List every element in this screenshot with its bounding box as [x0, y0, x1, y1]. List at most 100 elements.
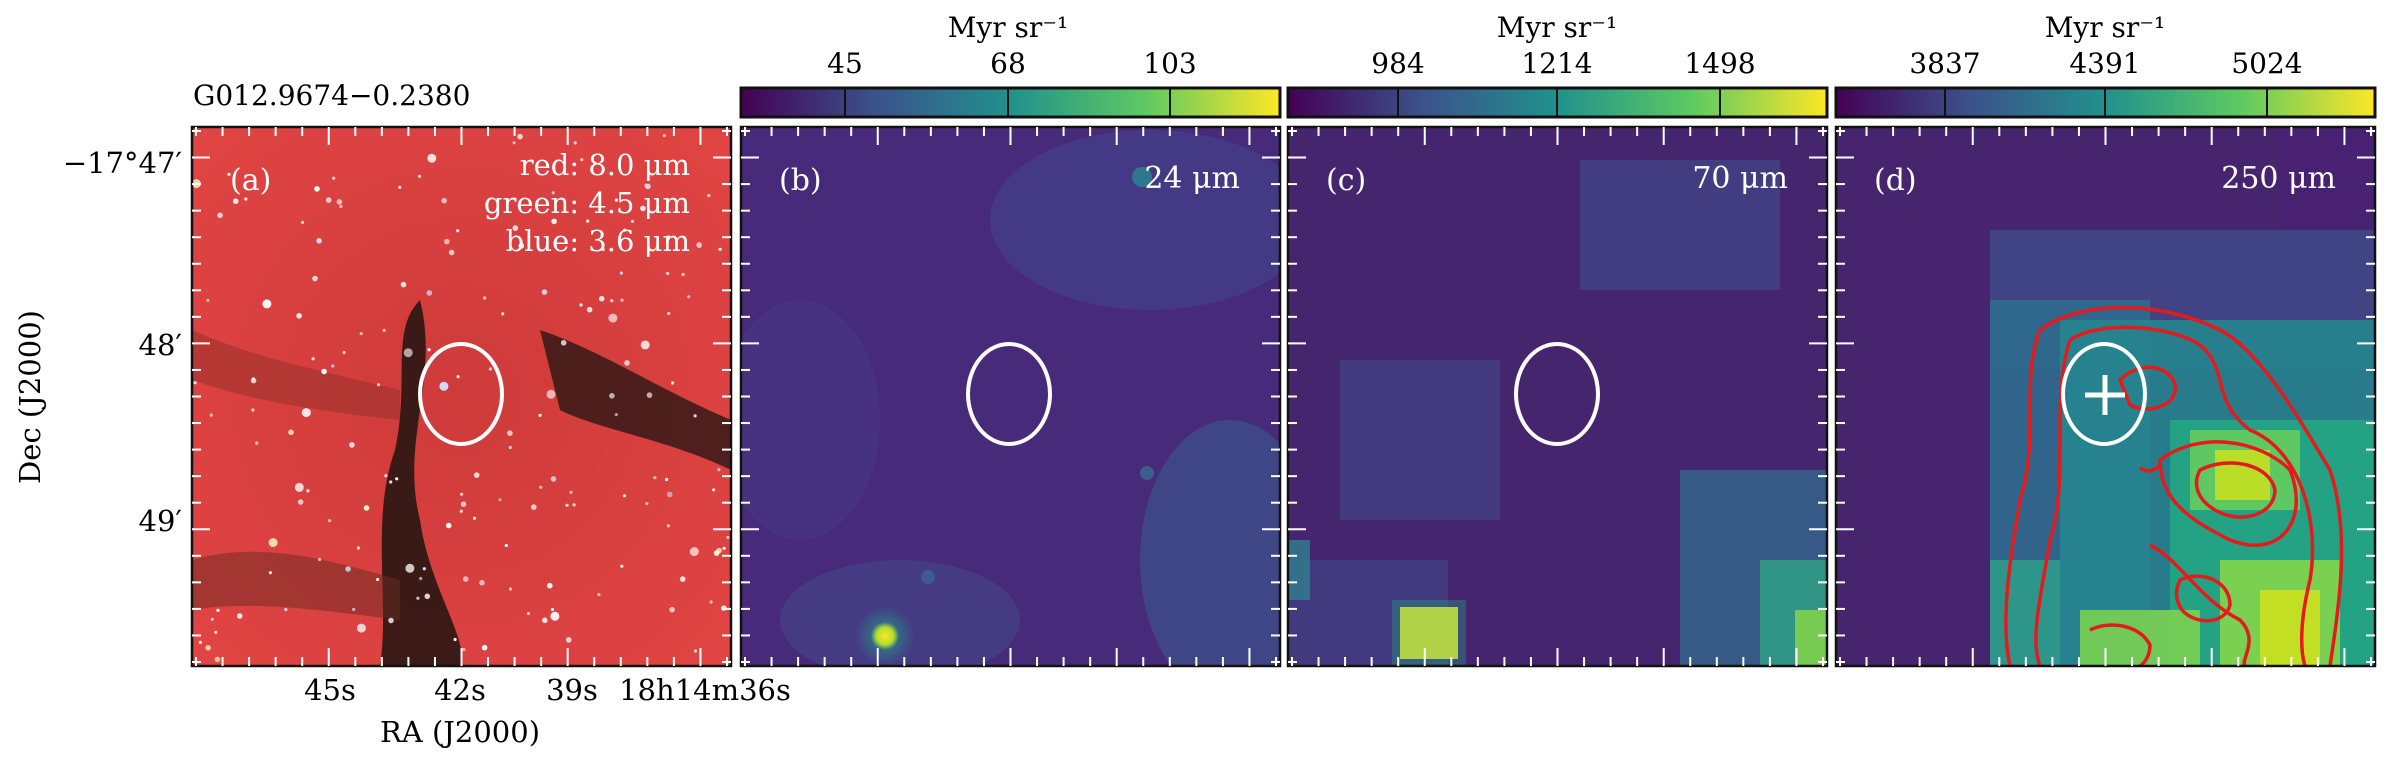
- colorbar-c-tick: 984: [1371, 47, 1424, 80]
- legend-blue: blue: 3.6 μm: [506, 224, 690, 258]
- star: [565, 503, 569, 507]
- colorbar-d-tick: 4391: [2069, 47, 2140, 80]
- panel-d-label: (d): [1874, 163, 1917, 198]
- colorbar-c-tick: 1214: [1521, 47, 1592, 80]
- star: [426, 290, 433, 296]
- panel-b-wavelength: 24 μm: [1144, 161, 1240, 196]
- star: [481, 644, 488, 651]
- star: [205, 645, 211, 651]
- ellipse-a: [418, 342, 504, 446]
- star: [696, 242, 702, 248]
- star: [512, 141, 516, 145]
- star: [526, 611, 531, 616]
- star: [214, 656, 221, 663]
- star: [546, 389, 556, 399]
- colorbar-d-tick: 3837: [1909, 47, 1980, 80]
- colorbar-c: [1286, 86, 1829, 119]
- star: [318, 557, 322, 562]
- star: [614, 198, 619, 202]
- star: [707, 194, 711, 198]
- star: [288, 429, 294, 436]
- colorbar-d-unit: Myr sr⁻¹: [2045, 11, 2166, 44]
- star: [666, 524, 671, 528]
- star: [501, 312, 505, 316]
- star: [645, 502, 649, 506]
- colorbar-b: [739, 86, 1282, 119]
- star: [405, 563, 415, 573]
- legend-green: green: 4.5 μm: [484, 186, 690, 220]
- star: [619, 271, 624, 275]
- star: [316, 238, 322, 244]
- star: [311, 357, 315, 361]
- panel-c: [1288, 127, 1827, 666]
- star: [389, 480, 393, 484]
- star: [712, 488, 716, 492]
- star: [395, 477, 399, 481]
- star: [667, 311, 671, 316]
- star: [251, 377, 255, 381]
- star: [349, 442, 355, 448]
- star: [508, 445, 512, 450]
- star: [479, 579, 485, 586]
- star: [300, 220, 305, 224]
- star: [508, 587, 513, 591]
- star: [640, 340, 650, 350]
- star: [569, 490, 573, 494]
- star: [419, 576, 423, 581]
- star: [541, 289, 548, 295]
- star: [193, 381, 197, 385]
- panel-b: [741, 127, 1280, 666]
- ellipse-d: [2061, 342, 2147, 446]
- star: [472, 516, 477, 520]
- star: [460, 501, 467, 508]
- star: [331, 364, 335, 368]
- star: [453, 637, 457, 642]
- star: [356, 623, 366, 633]
- star: [459, 509, 463, 513]
- star: [382, 328, 386, 332]
- star: [580, 158, 584, 162]
- star: [388, 617, 394, 624]
- star: [227, 172, 231, 176]
- star: [422, 567, 426, 571]
- star: [518, 243, 525, 249]
- star: [662, 134, 667, 138]
- star: [376, 383, 381, 387]
- star: [210, 617, 214, 621]
- star: [321, 368, 327, 375]
- star: [439, 381, 449, 391]
- panel-d-wavelength: 250 μm: [2221, 161, 2336, 196]
- star: [345, 566, 351, 572]
- star: [620, 564, 624, 568]
- star: [232, 198, 239, 204]
- star: [268, 571, 272, 575]
- star: [601, 248, 605, 252]
- star: [214, 630, 218, 634]
- star: [579, 303, 583, 307]
- star: [363, 505, 370, 511]
- star: [398, 185, 402, 189]
- star: [565, 637, 572, 643]
- star: [498, 498, 502, 502]
- colorbar-c-unit: Myr sr⁻¹: [1497, 11, 1618, 44]
- star: [198, 640, 202, 644]
- star: [339, 204, 343, 209]
- star: [693, 414, 697, 418]
- star: [296, 313, 302, 319]
- star: [301, 408, 311, 418]
- star: [462, 576, 469, 582]
- star: [573, 141, 577, 145]
- legend-red: red: 8.0 μm: [520, 148, 690, 182]
- star: [255, 441, 259, 445]
- star: [462, 647, 466, 652]
- x-tick-label: 18h14m36s: [619, 673, 791, 707]
- star: [547, 582, 553, 589]
- star: [216, 608, 220, 613]
- panel-d: [1836, 127, 2375, 666]
- star: [517, 133, 523, 140]
- star: [609, 393, 615, 399]
- x-axis-title: RA (J2000): [380, 715, 540, 749]
- star: [551, 218, 557, 225]
- colorbar-b-tick: 68: [990, 47, 1026, 80]
